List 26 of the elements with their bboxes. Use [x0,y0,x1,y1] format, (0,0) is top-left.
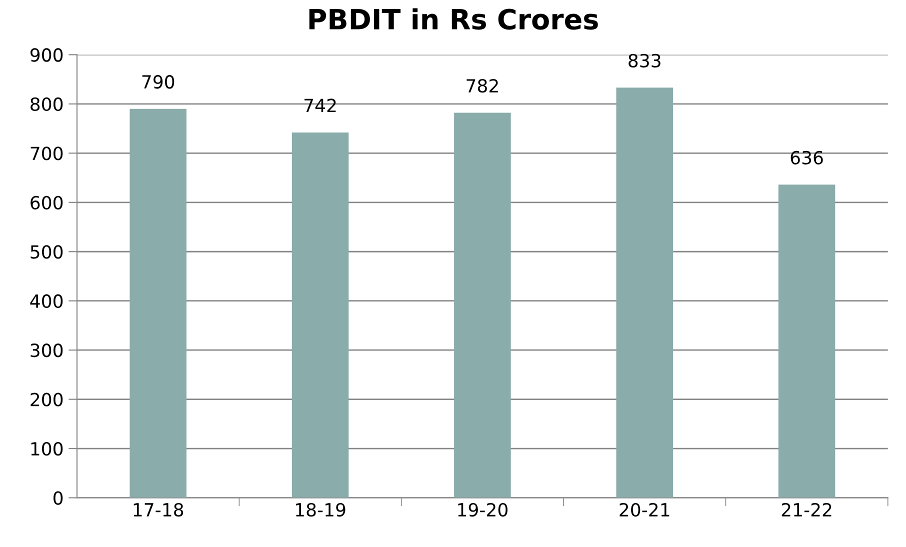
y-tick-label: 500 [30,245,63,259]
x-tick-label: 21-22 [782,502,832,516]
bar [130,108,186,498]
y-tick-label: 0 [54,491,63,505]
data-label: 636 [790,150,823,164]
data-label: 742 [304,98,336,112]
x-tick-label: 20-21 [620,502,670,517]
chart-title: PBDIT in Rs Crores [309,8,598,30]
y-tick-label: 400 [30,294,63,308]
x-tick-label: 19-20 [458,502,508,517]
y-tick-label: 900 [30,48,63,62]
y-tick-label: 300 [30,344,63,358]
y-tick-label: 200 [30,392,63,406]
bar [616,88,673,498]
x-tick-label: 18-19 [296,502,346,517]
bar [778,184,836,498]
data-label: 782 [466,78,498,93]
bar [454,112,511,498]
y-tick-label: 700 [30,146,63,160]
y-tick-label: 100 [31,442,63,456]
y-tick-label: 600 [30,196,63,210]
y-tick-label: 800 [30,97,63,112]
data-label: 833 [628,54,660,68]
data-label: 790 [142,75,174,89]
bar [292,132,349,498]
x-tick-label: 17-18 [134,502,184,517]
